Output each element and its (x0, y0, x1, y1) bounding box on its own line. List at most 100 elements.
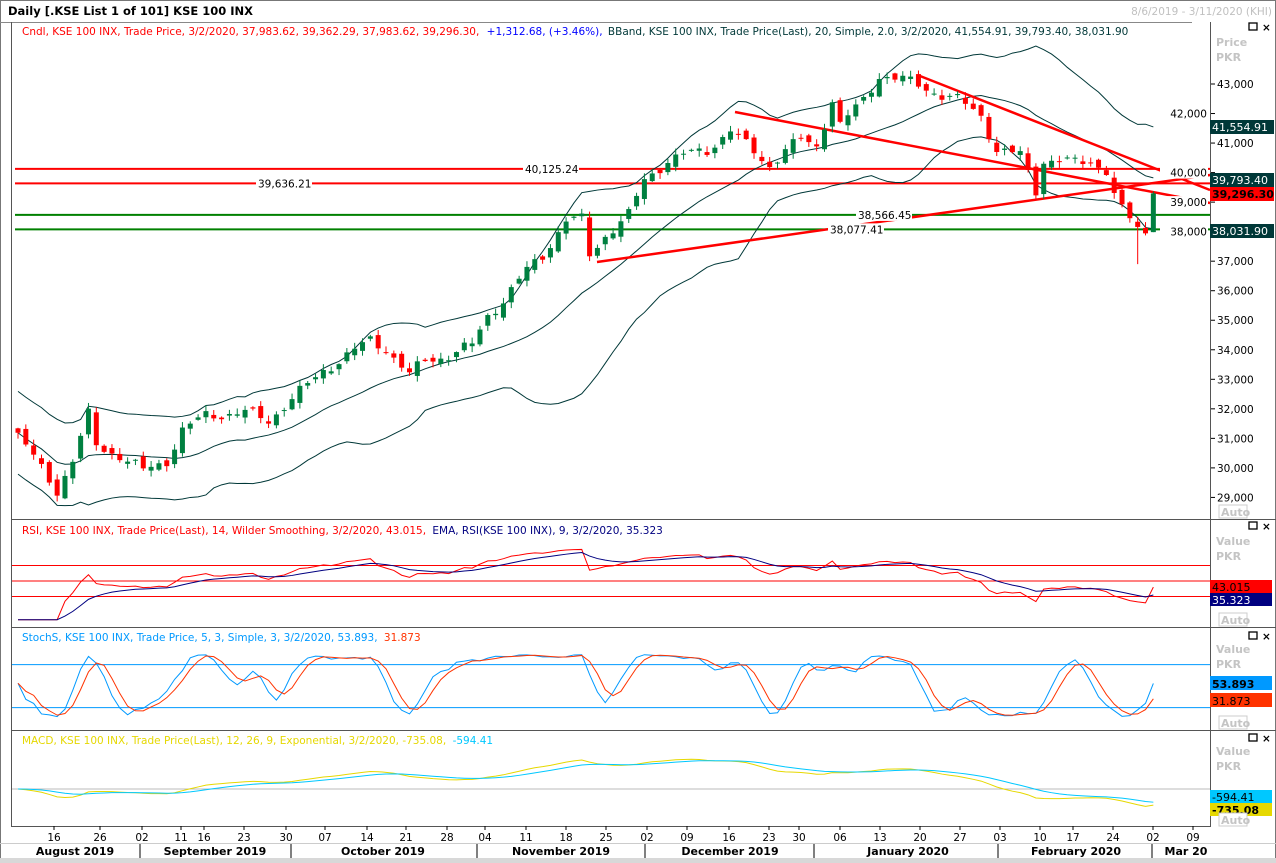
candle-body (1049, 160, 1055, 168)
price-tick-label-bg (1160, 107, 1208, 120)
candle (344, 348, 350, 364)
price-axis-ticks: 43,000 42,000 41,000 40,000 39,000 38,000 37,0… (1160, 79, 1254, 504)
x-tick-label: 23 (237, 832, 250, 844)
candle-body (798, 137, 804, 139)
price-tick-label-bg (1160, 196, 1208, 209)
candle (375, 329, 381, 355)
candle-body (46, 462, 52, 483)
candle-body (266, 421, 272, 424)
candle-body (140, 456, 146, 469)
candle (587, 211, 593, 262)
price-tick-label: 37,000 (1217, 256, 1254, 268)
candle-body (1103, 170, 1109, 175)
macd-axis-unit: PKR (1216, 760, 1242, 773)
candle (234, 408, 240, 418)
candle (908, 70, 914, 85)
maximize-icon[interactable] (1248, 22, 1258, 31)
candle-body (469, 343, 475, 347)
maximize-icon[interactable] (1248, 733, 1258, 742)
candle (446, 355, 452, 366)
candle (1135, 216, 1141, 265)
candle-body (195, 417, 201, 420)
rsi-legend-main: RSI, KSE 100 INX, Trade Price(Last), 14,… (22, 525, 426, 537)
candle-body (845, 115, 851, 126)
panel-dividers (11, 519, 1276, 827)
month-label: Mar 20 (1165, 845, 1208, 858)
trendline-down-2[interactable] (734, 110, 1211, 205)
candle (767, 156, 773, 172)
price-tick-label: 39,000 (1170, 197, 1207, 209)
bb-upper-badge (1210, 120, 1274, 134)
stoch-k-badge-text: 53.893 (1212, 678, 1254, 691)
candle-body (962, 97, 968, 104)
candle (1017, 146, 1023, 161)
candle (203, 405, 209, 424)
candle (610, 227, 616, 240)
candle-body (344, 352, 350, 362)
candle (117, 448, 123, 463)
close-icon[interactable]: × (1262, 733, 1271, 745)
month-label: December 2019 (681, 845, 778, 858)
candle (508, 284, 514, 309)
stoch-auto-button[interactable]: Auto (1218, 715, 1251, 730)
candle (31, 439, 37, 460)
candle-body (414, 361, 420, 376)
stoch-plot (12, 654, 1210, 718)
x-tick-label: 25 (599, 832, 612, 844)
candle (352, 342, 358, 361)
candle (336, 363, 342, 376)
candle (78, 432, 84, 463)
candle (1150, 191, 1156, 233)
close-icon[interactable]: × (1262, 631, 1271, 643)
hline-label-bg (856, 208, 912, 221)
candle-body (665, 163, 671, 173)
candle-body (234, 414, 240, 416)
candle-body (383, 352, 389, 354)
candle (258, 401, 264, 424)
maximize-icon[interactable] (1248, 631, 1258, 640)
candle (579, 208, 585, 222)
candle-body (125, 461, 131, 464)
stoch-legend-k: StochS, KSE 100 INX, Trade Price, 5, 3, … (22, 632, 378, 644)
panel-window-controls[interactable]: × × × × (1248, 22, 1271, 745)
horizontal-lines[interactable] (15, 167, 1210, 231)
candle (720, 134, 726, 149)
legend-candle: Cndl, KSE 100 INX, Trade Price, 3/2/2020… (22, 26, 479, 38)
rsi-auto-button[interactable]: Auto (1218, 612, 1251, 627)
candle-body (563, 221, 569, 234)
macd-axis-title: Value (1216, 745, 1250, 758)
month-label: February 2020 (1031, 845, 1121, 858)
close-icon[interactable]: × (1262, 22, 1271, 34)
candle (861, 95, 867, 105)
macd-auto-button[interactable]: Auto (1218, 812, 1251, 827)
price-tick-label: 35,000 (1217, 315, 1254, 327)
candle (148, 461, 154, 477)
bband-upper (17, 45, 1154, 424)
candle (532, 254, 538, 274)
maximize-icon[interactable] (1248, 521, 1258, 530)
candle-body (297, 385, 303, 403)
candle (696, 143, 702, 157)
main-auto-button[interactable]: Auto (1218, 504, 1251, 519)
candle-body (876, 79, 882, 97)
x-tick-label: 02 (135, 832, 148, 844)
x-tick-label: 13 (873, 832, 886, 844)
candle (250, 406, 256, 411)
candle (868, 88, 874, 103)
candle (1025, 147, 1031, 173)
candle (281, 407, 287, 417)
rsi-legend-ema: EMA, RSI(KSE 100 INX), 9, 3/2/2020, 35.3… (432, 525, 662, 537)
rsi-line (18, 548, 1154, 621)
x-tick-label: 03 (993, 832, 1006, 844)
candle (469, 337, 475, 353)
candle (814, 139, 820, 152)
close-icon[interactable]: × (1262, 521, 1271, 533)
bottom-strip (0, 858, 1276, 863)
candle-body (1135, 221, 1141, 227)
candle (1143, 222, 1149, 236)
candle (759, 151, 765, 165)
candle (226, 409, 232, 421)
price-tick-label: 30,000 (1217, 463, 1254, 475)
